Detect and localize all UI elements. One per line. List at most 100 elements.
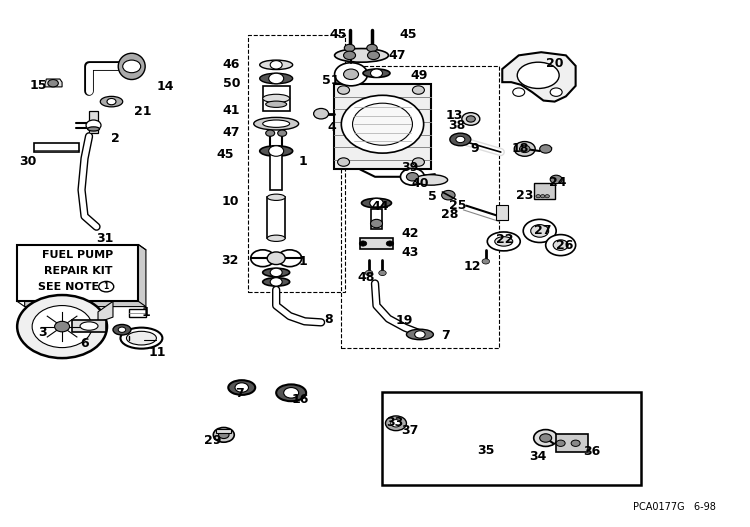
Circle shape xyxy=(48,80,58,87)
Circle shape xyxy=(415,331,425,338)
Ellipse shape xyxy=(262,278,290,286)
Text: 8: 8 xyxy=(324,313,333,326)
Circle shape xyxy=(270,61,282,69)
Circle shape xyxy=(268,146,284,157)
Bar xyxy=(267,197,285,238)
Circle shape xyxy=(107,99,116,105)
Text: 2: 2 xyxy=(112,132,120,145)
Circle shape xyxy=(379,270,386,276)
Circle shape xyxy=(278,130,286,136)
Bar xyxy=(248,35,345,292)
Circle shape xyxy=(55,321,70,332)
Bar xyxy=(382,392,640,485)
Circle shape xyxy=(413,158,424,166)
Ellipse shape xyxy=(406,329,433,340)
Circle shape xyxy=(556,440,566,446)
Circle shape xyxy=(462,113,480,125)
Text: 47: 47 xyxy=(388,49,406,62)
Circle shape xyxy=(466,116,476,122)
Circle shape xyxy=(546,235,576,256)
Text: 22: 22 xyxy=(496,233,514,246)
Text: 7: 7 xyxy=(441,329,450,342)
Circle shape xyxy=(524,219,556,242)
Circle shape xyxy=(540,145,552,153)
Text: 27: 27 xyxy=(534,225,551,237)
Circle shape xyxy=(368,51,380,60)
Text: 19: 19 xyxy=(396,314,413,327)
Circle shape xyxy=(267,252,285,265)
Text: 5: 5 xyxy=(427,190,436,203)
Ellipse shape xyxy=(260,60,292,70)
Text: 34: 34 xyxy=(530,451,547,463)
Ellipse shape xyxy=(518,62,560,89)
Ellipse shape xyxy=(262,120,290,128)
Circle shape xyxy=(99,281,114,292)
Ellipse shape xyxy=(266,101,286,108)
Ellipse shape xyxy=(113,325,131,335)
Ellipse shape xyxy=(276,384,306,401)
Text: 39: 39 xyxy=(401,161,418,174)
Text: 40: 40 xyxy=(412,177,429,190)
Polygon shape xyxy=(503,52,576,102)
Circle shape xyxy=(531,225,549,237)
Text: 4: 4 xyxy=(327,121,336,134)
Circle shape xyxy=(520,145,530,153)
Circle shape xyxy=(344,44,355,52)
Text: 37: 37 xyxy=(401,424,418,437)
Text: 9: 9 xyxy=(471,142,479,155)
Text: 47: 47 xyxy=(223,125,240,139)
Circle shape xyxy=(550,88,562,96)
Circle shape xyxy=(338,86,350,94)
Ellipse shape xyxy=(121,328,163,349)
Circle shape xyxy=(251,250,274,267)
Circle shape xyxy=(386,416,406,431)
Circle shape xyxy=(365,270,373,276)
Ellipse shape xyxy=(334,48,388,62)
Ellipse shape xyxy=(262,268,290,277)
Text: 6: 6 xyxy=(80,337,89,350)
Text: 1: 1 xyxy=(298,256,307,268)
Bar xyxy=(360,238,393,249)
Text: 28: 28 xyxy=(442,208,459,221)
Circle shape xyxy=(268,73,284,84)
Ellipse shape xyxy=(260,146,292,157)
Text: 10: 10 xyxy=(221,195,238,208)
Circle shape xyxy=(359,241,367,246)
Polygon shape xyxy=(98,301,113,323)
Ellipse shape xyxy=(127,331,157,345)
Text: 21: 21 xyxy=(134,104,152,118)
Ellipse shape xyxy=(100,96,123,107)
Text: 50: 50 xyxy=(223,77,240,90)
Ellipse shape xyxy=(254,118,298,130)
Text: 16: 16 xyxy=(291,393,308,406)
Text: REPAIR KIT: REPAIR KIT xyxy=(44,266,112,276)
Polygon shape xyxy=(25,245,146,307)
Text: 11: 11 xyxy=(149,346,166,359)
Ellipse shape xyxy=(262,94,290,103)
Circle shape xyxy=(572,440,580,446)
Circle shape xyxy=(413,86,424,94)
Circle shape xyxy=(123,60,141,73)
Text: 15: 15 xyxy=(29,80,47,92)
Text: 14: 14 xyxy=(157,81,174,93)
Circle shape xyxy=(370,198,383,208)
Circle shape xyxy=(338,158,350,166)
Ellipse shape xyxy=(228,380,255,395)
Bar xyxy=(270,154,282,190)
Text: 13: 13 xyxy=(446,109,464,122)
Polygon shape xyxy=(44,79,62,87)
Circle shape xyxy=(406,172,418,181)
Circle shape xyxy=(270,268,282,277)
Circle shape xyxy=(213,427,234,442)
Text: 7: 7 xyxy=(236,387,244,401)
Ellipse shape xyxy=(267,235,285,241)
Bar xyxy=(130,309,146,317)
Text: PCA0177G   6-98: PCA0177G 6-98 xyxy=(633,502,716,512)
Bar xyxy=(89,111,98,133)
Text: 1: 1 xyxy=(142,306,150,319)
Circle shape xyxy=(118,327,126,333)
Text: 35: 35 xyxy=(477,444,494,456)
Ellipse shape xyxy=(362,198,392,208)
Text: 46: 46 xyxy=(223,58,240,71)
Circle shape xyxy=(218,431,229,438)
